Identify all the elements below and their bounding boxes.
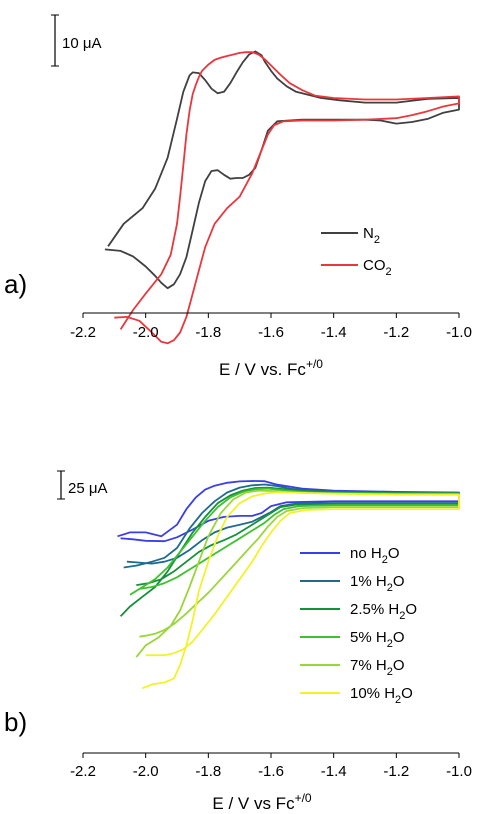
legend-label-no-h2o: no H2O [350, 545, 399, 566]
panel-a-x-axis-label-sup: +/0 [306, 357, 323, 371]
x-tick-label: -2.2 [70, 763, 96, 780]
panel-b-label: b) [4, 707, 27, 737]
panel-b-legend: no H2O 1% H2O 2.5% H2O 5% H2O 7% H2O 10% H2O [300, 545, 417, 706]
panel-a-x-ticks: -2.2 -2.0 -1.8 -1.6 -1.4 -1.2 -1.0 [70, 313, 472, 341]
x-tick-label: -1.6 [258, 324, 284, 341]
panel-a: 10 μA -2.2 -2.0 -1.8 -1.6 -1.4 -1.2 -1.0 E / V… [4, 14, 472, 379]
legend-label-n2: N2 [363, 225, 380, 246]
legend-label-10-h2o: 10% H2O [350, 685, 413, 706]
panel-b-scale-label: 25 μA [68, 480, 108, 497]
x-tick-label: -2.0 [133, 763, 159, 780]
legend-label-1-h2o: 1% H2O [350, 573, 404, 594]
panel-b-x-axis-label-sup: +/0 [295, 791, 312, 805]
panel-a-label: a) [4, 269, 27, 299]
x-tick-label: -1.2 [383, 763, 409, 780]
x-tick-label: -1.8 [195, 763, 221, 780]
legend-label-2-5-h2o: 2.5% H2O [350, 601, 417, 622]
panel-a-scale-label: 10 μA [62, 35, 102, 52]
series-line-10-h2o [142, 491, 460, 690]
x-tick-label: -1.8 [195, 324, 221, 341]
x-tick-label: -1.4 [321, 324, 347, 341]
x-tick-label: -2.2 [70, 324, 96, 341]
panel-b-x-ticks: -2.2 -2.0 -1.8 -1.6 -1.4 -1.2 -1.0 [70, 753, 472, 780]
x-tick-label: -1.4 [321, 763, 347, 780]
series-line-co2 [114, 51, 460, 345]
panel-b-x-axis-label: E / V vs Fc+/0 [212, 791, 312, 813]
panel-b-curves [117, 480, 460, 690]
x-tick-label: -1.6 [258, 763, 284, 780]
x-tick-label: -1.0 [446, 324, 472, 341]
series-line-7-h2o [135, 489, 460, 658]
legend-label-co2: CO2 [363, 257, 392, 278]
panel-a-legend: N2 CO2 [321, 225, 392, 278]
panel-a-curves [104, 50, 460, 345]
legend-label-5-h2o: 5% H2O [350, 629, 404, 650]
x-tick-label: -1.2 [383, 324, 409, 341]
panel-a-x-axis-label: E / V vs. Fc+/0 [219, 357, 323, 379]
series-line-n2 [104, 50, 460, 290]
x-tick-label: -2.0 [133, 324, 159, 341]
x-tick-label: -1.0 [446, 763, 472, 780]
panel-b: 25 μA -2.2 -2.0 -1.8 -1.6 -1.4 -1.2 -1.0 E / V… [4, 470, 472, 813]
legend-label-7-h2o: 7% H2O [350, 657, 404, 678]
